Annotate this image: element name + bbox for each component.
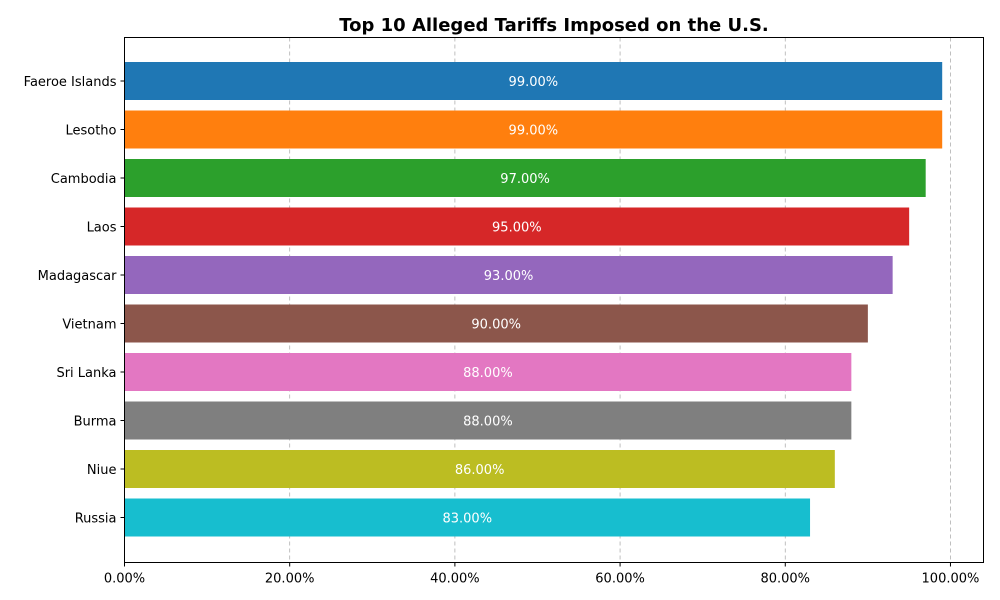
bar xyxy=(124,450,835,488)
bar xyxy=(124,401,852,440)
bar xyxy=(124,498,811,537)
bar-value-label: 97.00% xyxy=(500,172,550,187)
bar-value-label: 86.00% xyxy=(455,463,505,478)
bar-value-label: 88.00% xyxy=(463,366,513,381)
bar xyxy=(124,110,943,149)
bar-value-label: 88.00% xyxy=(463,415,513,430)
x-tick-label: 0.00% xyxy=(104,572,145,587)
bars xyxy=(124,62,943,537)
plot-frame xyxy=(124,37,984,563)
bar-value-label: 95.00% xyxy=(492,221,542,236)
bar-value-label: 90.00% xyxy=(471,318,521,333)
bar xyxy=(124,304,868,343)
bar-labels: 99.00% 99.00% 97.00% 95.00% 93.00% 90.00% 88.0… xyxy=(442,75,558,527)
bar-value-label: 83.00% xyxy=(442,512,492,527)
bar xyxy=(124,207,910,246)
y-tick-label: Cambodia xyxy=(51,172,117,187)
x-tick-label: 60.00% xyxy=(595,572,645,587)
y-tick-label: Laos xyxy=(87,221,117,236)
y-tick-label: Lesotho xyxy=(65,124,116,139)
bar-value-label: 93.00% xyxy=(484,269,534,284)
bar xyxy=(124,159,926,197)
y-tick-label: Faeroe Islands xyxy=(24,75,117,90)
x-tick-label: 100.00% xyxy=(922,572,980,587)
y-tick-label: Vietnam xyxy=(62,318,116,333)
x-axis: 0.00% 20.00% 40.00% 60.00% 80.00% 100.00% xyxy=(104,562,980,587)
y-tick-label: Niue xyxy=(87,463,117,478)
x-tick-label: 20.00% xyxy=(265,572,315,587)
y-tick-label: Burma xyxy=(74,415,117,430)
bar xyxy=(124,62,943,100)
bar-value-label: 99.00% xyxy=(509,75,559,90)
bar xyxy=(124,353,852,391)
y-tick-label: Madagascar xyxy=(38,269,118,284)
bar-value-label: 99.00% xyxy=(509,124,559,139)
chart-title: Top 10 Alleged Tariffs Imposed on the U.… xyxy=(339,15,769,36)
y-axis: Faeroe Islands Lesotho Cambodia Laos Madagas… xyxy=(24,75,125,527)
x-tick-label: 80.00% xyxy=(760,572,810,587)
y-tick-label: Russia xyxy=(75,512,117,527)
y-tick-label: Sri Lanka xyxy=(56,366,116,381)
x-tick-label: 40.00% xyxy=(430,572,480,587)
bar xyxy=(124,256,893,294)
